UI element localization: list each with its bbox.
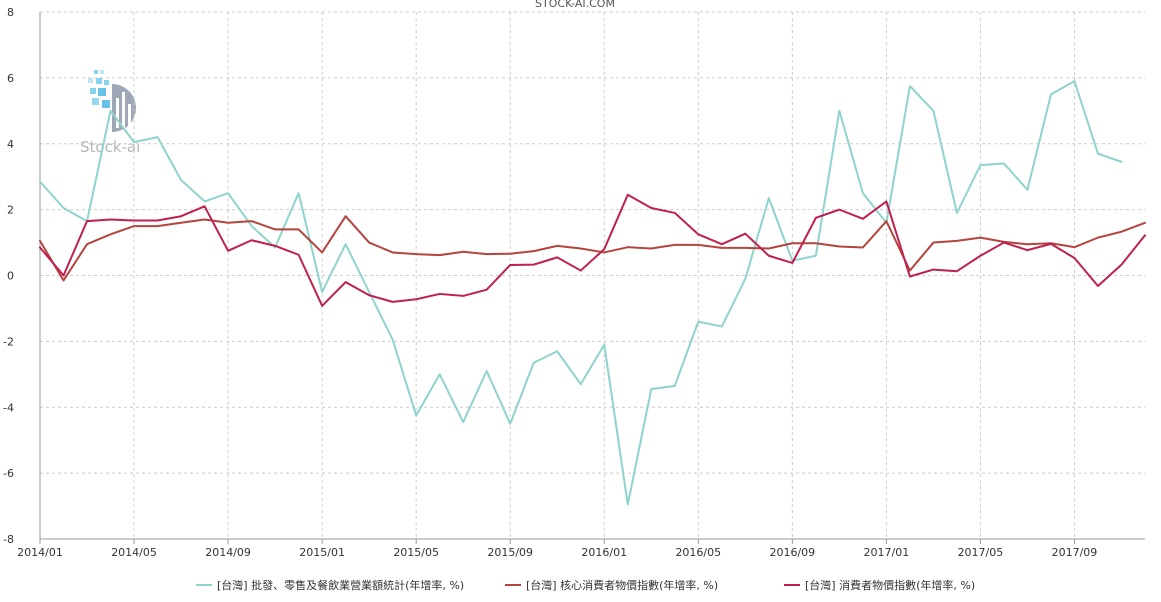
legend-item-3[interactable]: [台灣] 消費者物價指數(年增率, %) <box>784 578 975 592</box>
legend-label: [台灣] 消費者物價指數(年增率, %) <box>805 578 975 592</box>
y-tick-label: 8 <box>7 6 14 19</box>
x-tick-label: 2014/01 <box>17 546 63 559</box>
x-tick-label: 2017/01 <box>864 546 910 559</box>
grid <box>39 11 1145 544</box>
chart-title: STOCK-AI.COM <box>535 0 615 10</box>
x-tick-label: 2016/01 <box>581 546 627 559</box>
y-tick-label: 2 <box>7 204 14 217</box>
x-tick-label: 2015/01 <box>299 546 345 559</box>
y-tick-label: -6 <box>3 467 14 480</box>
y-tick-label: 4 <box>7 138 14 151</box>
y-tick-label: 6 <box>7 72 14 85</box>
series-line-2 <box>39 215 1146 282</box>
x-tick-label: 2017/05 <box>958 546 1004 559</box>
legend-label: [台灣] 核心消費者物價指數(年增率, %) <box>526 578 718 592</box>
watermark-text: Stock-ai <box>80 138 140 156</box>
x-tick-label: 2017/09 <box>1052 546 1098 559</box>
stock-ai-logo-icon <box>88 70 136 132</box>
y-tick-label: -2 <box>3 335 14 348</box>
legend-item-1[interactable]: [台灣] 批發、零售及餐飲業營業額統計(年增率, %) <box>196 578 464 592</box>
y-tick-label: -4 <box>3 401 14 414</box>
series-lines <box>39 80 1146 506</box>
y-tick-label: -8 <box>3 533 14 546</box>
x-tick-label: 2016/09 <box>769 546 815 559</box>
x-tick-label: 2014/05 <box>111 546 157 559</box>
series-line-1 <box>39 80 1123 506</box>
x-tick-label: 2015/09 <box>487 546 533 559</box>
y-axis-ticks: -8 -6 -4 -2 0 2 4 6 8 <box>3 6 14 546</box>
y-tick-label: 0 <box>7 270 14 283</box>
x-tick-label: 2014/09 <box>205 546 251 559</box>
series-line-3 <box>39 193 1146 307</box>
legend[interactable]: [台灣] 批發、零售及餐飲業營業額統計(年增率, %) [台灣] 核心消費者物價指… <box>196 578 975 592</box>
legend-item-2[interactable]: [台灣] 核心消費者物價指數(年增率, %) <box>505 578 718 592</box>
x-axis-ticks: 2014/01 2014/05 2014/09 2015/01 2015/05 2015/… <box>17 546 1097 559</box>
x-tick-label: 2016/05 <box>675 546 721 559</box>
x-tick-label: 2015/05 <box>393 546 439 559</box>
legend-label: [台灣] 批發、零售及餐飲業營業額統計(年增率, %) <box>217 578 464 592</box>
